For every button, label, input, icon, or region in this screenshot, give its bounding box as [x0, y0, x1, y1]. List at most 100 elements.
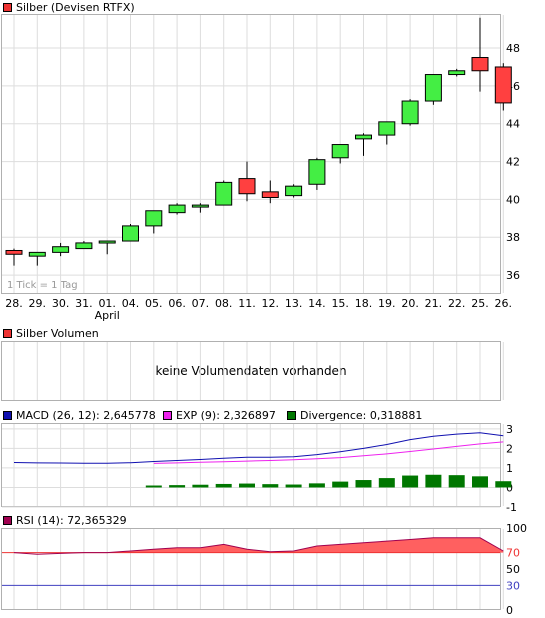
- volume-legend-label: Silber Volumen: [16, 327, 99, 340]
- exp-legend-label: EXP (9): 2,326897: [176, 409, 276, 422]
- price-legend-label: Silber (Devisen RTFX): [16, 1, 135, 14]
- macd-y-tick-label: 0: [506, 481, 513, 494]
- x-tick-label: 01.: [98, 297, 116, 310]
- macd-legend-swatch: [3, 411, 12, 420]
- price-y-tick-label: 44: [506, 118, 520, 131]
- rsi-y-tick-label: 0: [506, 604, 513, 617]
- x-tick-label: 22.: [448, 297, 466, 310]
- divergence-bar: [448, 475, 465, 488]
- x-tick-label: 07.: [192, 297, 210, 310]
- divergence-legend-label: Divergence: 0,318881: [300, 409, 423, 422]
- candle-body: [494, 66, 512, 104]
- x-tick-label: 14.: [308, 297, 326, 310]
- tick-footnote: 1 Tick = 1 Tag: [7, 280, 78, 291]
- x-tick-label: 18.: [355, 297, 373, 310]
- price-y-tick-label: 48: [506, 42, 520, 55]
- x-tick-label: 05.: [145, 297, 163, 310]
- candle-body: [261, 191, 279, 199]
- macd-line: [13, 432, 504, 464]
- divergence-bar: [495, 481, 512, 488]
- macd-y-tick-label: 2: [506, 442, 513, 455]
- divergence-bar: [145, 485, 162, 488]
- divergence-bar: [215, 483, 232, 488]
- candle-body: [98, 240, 116, 244]
- price-legend-swatch: [3, 3, 12, 12]
- divergence-bar: [472, 476, 488, 488]
- x-tick-label: 13.: [285, 297, 303, 310]
- macd-y-tick-label: 3: [506, 423, 513, 436]
- x-tick-label: 21.: [425, 297, 443, 310]
- x-tick-label: 31.: [75, 297, 93, 310]
- candle-body: [52, 246, 70, 253]
- macd-y-tick-label: 1: [506, 462, 513, 475]
- divergence-bar: [402, 475, 419, 488]
- candle-body: [448, 70, 466, 76]
- divergence-legend-swatch: [287, 411, 296, 420]
- x-tick-label: 20.: [401, 297, 419, 310]
- divergence-bar: [332, 481, 349, 488]
- candle-body: [215, 181, 233, 206]
- candle-body: [145, 210, 163, 227]
- rsi-overbought-area: [14, 537, 504, 553]
- x-tick-label: 29.: [29, 297, 47, 310]
- price-y-tick-label: 38: [506, 231, 520, 244]
- divergence-bar: [169, 485, 186, 488]
- divergence-bar: [192, 484, 209, 488]
- macd-legend: MACD (26, 12): 2,645778: [3, 409, 156, 422]
- x-tick-label: 08.: [215, 297, 233, 310]
- exp-line: [153, 441, 504, 464]
- x-tick-label: 06.: [168, 297, 186, 310]
- price-y-tick-label: 42: [506, 156, 520, 169]
- x-tick-label: 12.: [262, 297, 280, 310]
- divergence-bar: [425, 474, 442, 488]
- price-y-tick-label: 36: [506, 269, 520, 282]
- divergence-bar: [239, 483, 255, 488]
- candle-body: [355, 134, 372, 140]
- candle-body: [191, 204, 209, 208]
- x-tick-label: 19.: [378, 297, 396, 310]
- no-volume-message: keine Volumendaten vorhanden: [155, 364, 347, 378]
- candle-body: [238, 178, 256, 195]
- candle-body: [308, 159, 326, 185]
- rsi-legend-label: RSI (14): 72,365329: [16, 514, 127, 527]
- x-tick-label: 26.: [495, 297, 513, 310]
- divergence-bar: [355, 480, 372, 488]
- exp-legend-swatch: [163, 411, 172, 420]
- rsi-legend: RSI (14): 72,365329: [3, 514, 127, 527]
- rsi-y-tick-label: 70: [506, 547, 520, 560]
- x-tick-label: 25.: [471, 297, 489, 310]
- candle-body: [378, 121, 396, 136]
- x-tick-label: 28.: [5, 297, 23, 310]
- rsi-legend-swatch: [3, 516, 12, 525]
- divergence-legend: Divergence: 0,318881: [287, 409, 422, 422]
- x-tick-label: 04.: [122, 297, 140, 310]
- rsi-y-tick-label: 100: [506, 522, 527, 535]
- divergence-bar: [285, 484, 302, 488]
- candle-body: [168, 204, 186, 214]
- exp-legend: EXP (9): 2,326897: [163, 409, 276, 422]
- price-y-tick-label: 40: [506, 193, 520, 206]
- candle-body: [331, 144, 349, 159]
- macd-y-tick-label: -1: [506, 501, 517, 514]
- macd-legend-label: MACD (26, 12): 2,645778: [16, 409, 156, 422]
- candle-body: [285, 185, 303, 197]
- price-legend: Silber (Devisen RTFX): [3, 1, 135, 14]
- rsi-y-tick-label: 30: [506, 579, 520, 592]
- candle-body: [75, 242, 93, 250]
- candle-body: [424, 74, 442, 102]
- x-tick-label: 11.: [238, 297, 256, 310]
- candle-body: [401, 100, 419, 125]
- x-tick-label: 15.: [331, 297, 349, 310]
- x-month-label: April: [95, 309, 120, 322]
- divergence-bar: [262, 484, 279, 488]
- candle-body: [471, 57, 489, 72]
- x-tick-label: 30.: [52, 297, 70, 310]
- candle-body: [5, 249, 23, 255]
- candle-body: [28, 251, 46, 257]
- rsi-y-tick-label: 50: [506, 563, 520, 576]
- candle-body: [122, 225, 139, 242]
- rsi-line: [13, 537, 504, 555]
- volume-legend-swatch: [3, 329, 12, 338]
- volume-legend: Silber Volumen: [3, 327, 99, 340]
